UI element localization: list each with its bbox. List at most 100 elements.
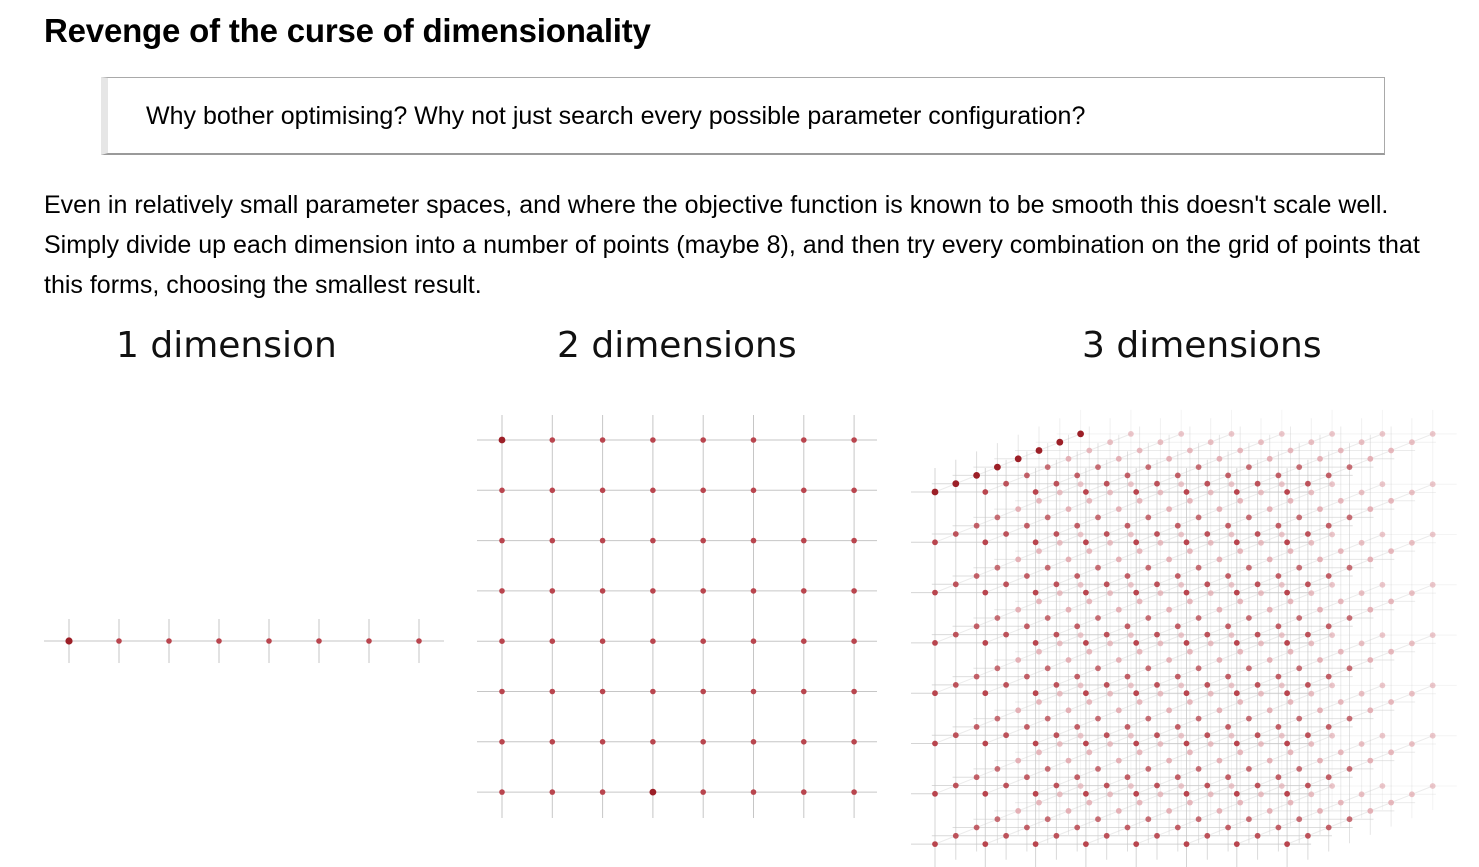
- grid-point: [1358, 489, 1365, 496]
- grid-point: [1278, 732, 1285, 739]
- grid-depth-line: [1186, 785, 1333, 845]
- grid-point: [1136, 447, 1143, 454]
- grid-point: [1233, 640, 1240, 646]
- grid-point: [1296, 665, 1303, 672]
- grid-point: [1056, 741, 1063, 747]
- grid-point: [1015, 808, 1022, 814]
- grid-depth-line: [1186, 634, 1333, 694]
- grid-point: [1032, 589, 1039, 596]
- grid-point: [1379, 431, 1386, 437]
- grid-point: [1258, 590, 1264, 596]
- grid-point: [1074, 472, 1081, 479]
- grid-point: [549, 638, 556, 644]
- grid-point: [1166, 707, 1172, 714]
- grid-point: [700, 487, 706, 494]
- grid-point: [1284, 589, 1290, 596]
- grid-point: [1308, 439, 1315, 446]
- grid-point: [1015, 657, 1022, 663]
- grid-point: [1003, 531, 1009, 537]
- grid-point: [1083, 790, 1089, 797]
- grid-point: [1233, 841, 1240, 847]
- three-dimensions-label: 3 dimensions: [1082, 325, 1322, 366]
- grid-point: [416, 638, 422, 644]
- grid-point: [1237, 447, 1244, 454]
- grid-point: [1233, 790, 1240, 797]
- grid-point: [1095, 665, 1101, 672]
- grid-point: [1388, 749, 1394, 756]
- grid-point: [1228, 632, 1235, 638]
- grid-point: [1358, 791, 1365, 798]
- grid-point: [1103, 480, 1110, 487]
- grid-point: [1077, 481, 1084, 488]
- grid-point: [1275, 623, 1282, 630]
- grid-point: [1103, 631, 1110, 638]
- grid-point: [801, 537, 807, 544]
- grid-point: [1195, 615, 1202, 621]
- grid-point: [1204, 480, 1211, 487]
- grid-point: [1107, 539, 1113, 546]
- grid-point: [1379, 682, 1386, 689]
- grid-point: [1388, 598, 1394, 605]
- grid-depth-line: [1085, 735, 1232, 795]
- grid-point: [1178, 682, 1185, 689]
- grid-point: [1103, 682, 1110, 688]
- grid-point: [700, 588, 706, 594]
- grid-point: [1388, 548, 1394, 554]
- grid-point: [932, 640, 938, 646]
- grid-point: [1254, 732, 1261, 739]
- grid-point: [1287, 749, 1294, 756]
- grid-point: [994, 766, 1001, 772]
- grid-point: [1329, 431, 1335, 437]
- grid-point: [1086, 648, 1093, 655]
- grid-point: [1154, 782, 1160, 789]
- grid-point: [1379, 531, 1386, 538]
- grid-point: [1258, 539, 1264, 546]
- grid-depth-line: [1286, 634, 1433, 694]
- grid-point: [1254, 480, 1261, 487]
- grid-point: [1204, 832, 1211, 839]
- grid-depth-line: [1085, 684, 1232, 744]
- grid-point: [750, 487, 757, 494]
- grid-point: [1246, 514, 1252, 521]
- grid-point: [1133, 640, 1140, 646]
- grid-point: [1115, 455, 1122, 462]
- grid-point: [1388, 497, 1394, 504]
- grid-point: [1036, 548, 1042, 554]
- grid-point: [1266, 808, 1273, 814]
- grid-point: [851, 537, 857, 544]
- grid-point: [1275, 573, 1282, 579]
- grid-point: [216, 638, 222, 644]
- grid-point: [1308, 590, 1315, 596]
- grid-point: [1157, 741, 1164, 747]
- grid-point: [1409, 741, 1415, 747]
- grid-point: [1157, 539, 1164, 546]
- grid-depth-line: [1136, 534, 1282, 594]
- grid-point: [750, 638, 757, 644]
- grid-point: [1077, 430, 1084, 438]
- grid-point: [1278, 783, 1285, 789]
- grid-point: [1275, 774, 1282, 781]
- grid-point: [1183, 489, 1190, 495]
- grid-point: [1429, 431, 1436, 437]
- grid-point: [1409, 791, 1415, 798]
- grid-point: [116, 638, 122, 644]
- grid-point: [1145, 514, 1152, 521]
- grid-point: [994, 615, 1001, 621]
- grid-point: [1115, 757, 1122, 764]
- grid-point: [1317, 757, 1323, 764]
- grid-point: [994, 564, 1001, 571]
- grid-point: [1032, 690, 1039, 697]
- grid-point: [1187, 799, 1193, 806]
- grid-point: [1346, 464, 1353, 470]
- grid-point: [1358, 640, 1365, 647]
- grid-point: [973, 774, 980, 781]
- grid-point: [801, 638, 807, 644]
- grid-point: [1228, 431, 1235, 437]
- grid-point: [982, 740, 989, 747]
- grid-point: [1287, 799, 1294, 806]
- grid-point: [599, 588, 606, 594]
- grid-point: [1329, 481, 1335, 488]
- grid-point: [166, 638, 172, 644]
- grid-point: [994, 665, 1001, 672]
- grid-point: [498, 436, 506, 444]
